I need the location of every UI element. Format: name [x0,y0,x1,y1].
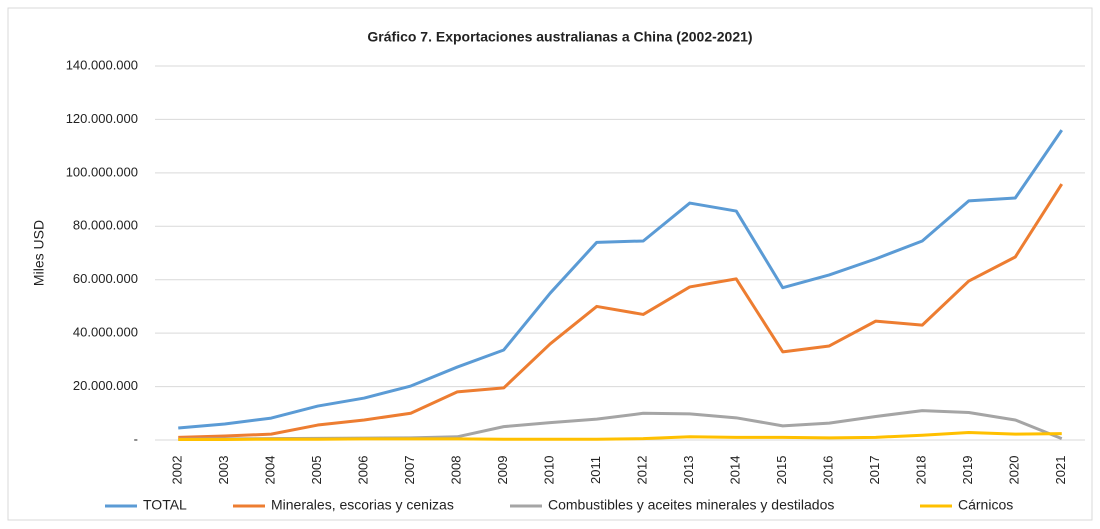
x-tick-label: 2012 [635,456,650,485]
x-tick-label: 2004 [263,456,278,485]
chart-frame [7,7,1093,521]
y-axis-title: Miles USD [31,220,47,286]
x-tick-label: 2014 [728,456,743,485]
chart-title: Gráfico 7. Exportaciones australianas a … [367,29,752,45]
y-tick-label: 80.000.000 [73,218,138,233]
y-tick-label: 100.000.000 [66,164,138,179]
x-tick-label: 2007 [402,456,417,485]
legend-label: TOTAL [143,497,187,513]
x-tick-label: 2011 [588,456,603,484]
x-tick-label: 2005 [309,456,324,485]
x-tick-label: 2017 [867,456,882,485]
y-tick-label: - [134,431,138,446]
series-line [178,129,1063,430]
x-tick-label: 2020 [1007,456,1022,485]
x-tick-label: 2002 [170,456,185,485]
y-tick-label: 20.000.000 [73,378,138,393]
y-tick-label: 40.000.000 [73,325,138,340]
x-tick-label: 2018 [914,456,929,485]
x-tick-label: 2019 [960,456,975,485]
x-tick-label: 2016 [821,456,836,485]
x-tick-label: 2008 [449,456,464,485]
y-tick-label: 140.000.000 [66,57,138,72]
x-tick-label: 2009 [495,456,510,485]
x-tick-label: 2006 [356,456,371,485]
series-line [178,431,1062,441]
x-tick-label: 2015 [774,456,789,485]
x-tick-label: 2003 [216,456,231,485]
y-tick-label: 120.000.000 [66,111,138,126]
legend-label: Minerales, escorias y cenizas [271,497,454,513]
x-tick-label: 2013 [681,456,696,485]
series-line [178,183,1064,439]
x-tick-label: 2021 [1053,456,1068,485]
y-tick-label: 60.000.000 [73,271,138,286]
legend-label: Cárnicos [958,497,1013,513]
x-tick-label: 2010 [542,456,557,485]
legend-label: Combustibles y aceites minerales y desti… [548,497,834,513]
